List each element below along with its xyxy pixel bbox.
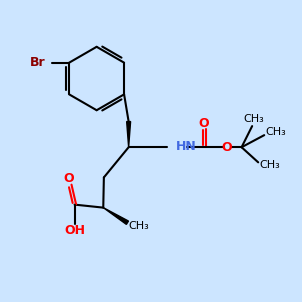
Text: O: O (221, 141, 232, 154)
Text: Br: Br (29, 56, 45, 69)
Text: CH₃: CH₃ (259, 160, 280, 170)
Text: O: O (63, 172, 74, 185)
Text: OH: OH (64, 224, 85, 237)
Polygon shape (103, 208, 128, 224)
Text: HN: HN (175, 140, 196, 153)
Text: CH₃: CH₃ (243, 114, 264, 124)
Text: O: O (199, 117, 210, 130)
Text: CH₃: CH₃ (129, 221, 149, 231)
Text: CH₃: CH₃ (265, 127, 286, 137)
Polygon shape (127, 121, 130, 147)
